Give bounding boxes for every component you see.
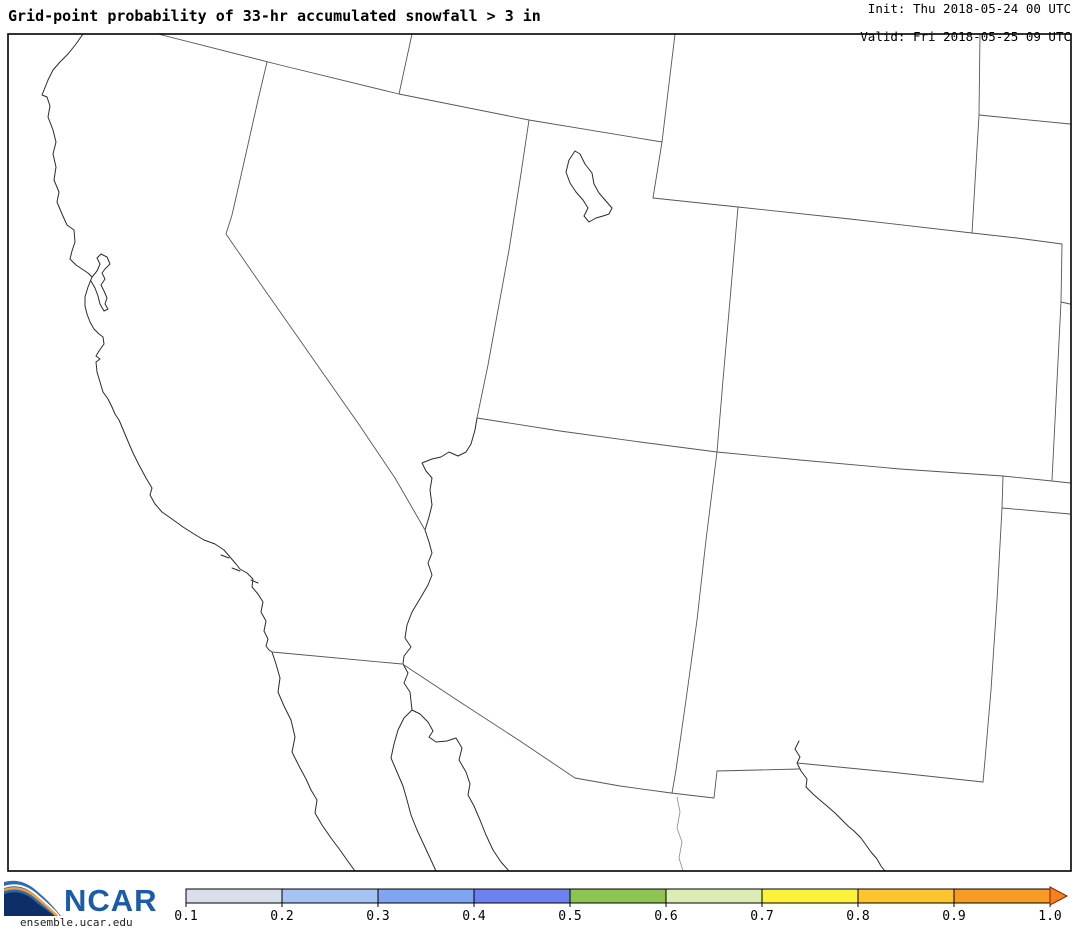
colorbar-segment <box>185 888 283 904</box>
border-nevada-utah <box>476 119 530 419</box>
border-newmexico-oklahoma-103w <box>1001 475 1004 509</box>
border-oregon-idaho <box>398 34 413 95</box>
channel-islands <box>220 554 259 584</box>
ncar-logo: NCAR <box>3 880 158 918</box>
colorbar-tick-label: 0.2 <box>270 909 293 924</box>
colorbar-arrow <box>1049 886 1069 906</box>
border-oklahoma-texas-365n <box>1001 507 1071 515</box>
colorado-river-border <box>402 417 478 711</box>
colorbar-tick-label: 1.0 <box>1038 909 1061 924</box>
colorbar-segment <box>569 888 667 904</box>
border-42n-or-id-nv-ut <box>157 34 663 143</box>
colorbar-segments <box>185 888 1051 904</box>
border-41n-wyoming-south <box>652 197 1063 245</box>
page-title: Grid-point probability of 33-hr accumula… <box>8 7 541 25</box>
border-wyoming-east-104w <box>971 34 981 234</box>
ensemble-site-label: ensemble.ucar.edu <box>20 916 133 929</box>
border-colorado-east-102w <box>1051 243 1063 481</box>
colorbar-segment <box>377 888 475 904</box>
colorbar-tick-label: 0.5 <box>558 909 581 924</box>
border-nebraska-kansas-40n <box>1060 301 1071 305</box>
colorbar-segment <box>473 888 571 904</box>
colorbar-tick-labels: 0.1 0.2 0.3 0.4 0.5 0.6 0.7 0.8 0.9 1.0 <box>174 909 1061 924</box>
ncar-swoosh-white-arc <box>3 884 60 917</box>
border-california-nevada <box>225 61 426 531</box>
colorbar-ticks <box>185 903 1051 907</box>
great-salt-lake <box>565 150 613 223</box>
map-frame <box>7 33 1072 872</box>
colorbar-segment <box>665 888 763 904</box>
ncar-wordmark: NCAR <box>64 883 158 918</box>
border-newmexico-texas-32n <box>796 762 984 783</box>
border-utah-colorado <box>716 206 739 453</box>
colorbar-tick-label: 0.7 <box>750 909 773 924</box>
colorbar-segment <box>761 888 859 904</box>
san-francisco-bay <box>90 253 111 312</box>
border-southdakota-nebraska-43n <box>978 114 1071 125</box>
border-newmexico-mexico-bootheel <box>670 768 800 799</box>
border-arizona-newmexico <box>671 451 718 794</box>
ncar-swoosh-orange-arc <box>3 887 58 917</box>
border-idaho-wyoming-utah-111w <box>652 34 676 199</box>
colorbar-tick-label: 0.3 <box>366 909 389 924</box>
valid-time: Valid: Fri 2018-05-25 09 UTC <box>860 29 1071 44</box>
colorbar-tick-label: 0.6 <box>654 909 677 924</box>
model-timestamps: Init: Thu 2018-05-24 00 UTC Valid: Fri 2… <box>860 2 1071 44</box>
colorbar-segment <box>281 888 379 904</box>
colorbar-segment <box>857 888 955 904</box>
rio-grande-river <box>794 740 886 871</box>
colorbar-tick-label: 0.4 <box>462 909 486 924</box>
colorbar-segment <box>953 888 1051 904</box>
probability-colorbar: 0.1 0.2 0.3 0.4 0.5 0.6 0.7 0.8 0.9 1.0 <box>174 886 1069 924</box>
init-time: Init: Thu 2018-05-24 00 UTC <box>867 1 1071 16</box>
border-newmexico-texas-103w <box>982 507 1003 783</box>
border-37n-ut-az-co-nm-ok <box>476 417 1071 484</box>
colorbar-tick-label: 0.1 <box>174 909 197 924</box>
california-coastline <box>41 34 273 653</box>
border-sonora-chihuahua <box>676 796 684 871</box>
baja-pacific-coast <box>271 651 356 871</box>
colorbar-tick-label: 0.8 <box>846 909 869 924</box>
colorbar-tick-label: 0.9 <box>942 909 965 924</box>
gulf-of-california-east-coast <box>411 709 510 871</box>
ncar-swoosh-navy <box>4 892 55 916</box>
border-california-mexico <box>271 651 403 665</box>
border-arizona-mexico <box>403 664 672 794</box>
gulf-of-california-west-coast <box>390 709 437 871</box>
